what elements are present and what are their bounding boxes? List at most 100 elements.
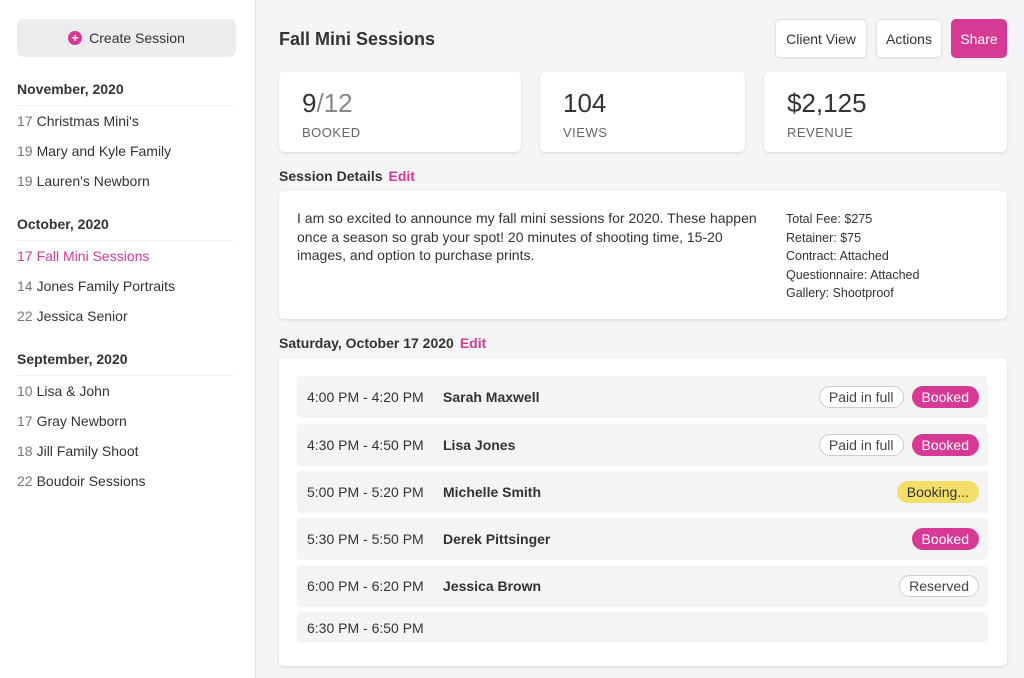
stat-label: REVENUE	[787, 125, 854, 140]
share-button[interactable]: Share	[951, 19, 1007, 58]
fact: Retainer: $75	[786, 230, 862, 245]
slot-time: 4:00 PM - 4:20 PM	[307, 389, 424, 405]
slot-row[interactable]: 5:00 PM - 5:20 PM Michelle Smith Booking..…	[297, 471, 988, 513]
status-badge: Reserved	[899, 575, 979, 597]
session-item[interactable]: 19 Mary and Kyle Family	[17, 142, 233, 172]
stat-value: 104	[563, 88, 607, 118]
session-group: September, 2020 10 Lisa & John 17 Gray Newbo…	[17, 350, 233, 502]
session-day: 17	[17, 413, 33, 429]
badges: Paid in full Booked	[818, 386, 988, 408]
sidebar: + Create Session November, 2020 17 Christma…	[0, 0, 256, 678]
slot-row[interactable]: 6:30 PM - 6:50 PM	[297, 612, 988, 643]
stat-card: $2,125 REVENUE	[764, 72, 1007, 152]
actions-button[interactable]: Actions	[876, 19, 942, 58]
session-day: 19	[17, 143, 33, 159]
session-name: Fall Mini Sessions	[36, 248, 150, 264]
stat-card: 104 VIEWS	[540, 72, 745, 152]
fact: Questionnaire: Attached	[786, 267, 920, 282]
session-item[interactable]: 17 Gray Newborn	[17, 412, 233, 442]
badges: Reserved	[899, 575, 988, 597]
badges: Booked	[911, 528, 988, 550]
edit-link[interactable]: Edit	[459, 335, 487, 351]
status-badge: Paid in full	[818, 386, 904, 408]
description: I am so excited to announce my fall mini…	[297, 210, 757, 263]
session-day: 18	[17, 443, 33, 459]
create-label: Create Session	[89, 30, 185, 46]
stat-value: $2,125	[787, 88, 867, 118]
client-view-button[interactable]: Client View	[775, 19, 867, 58]
stat-label: VIEWS	[563, 125, 608, 140]
schedule-card: 4:00 PM - 4:20 PM Sarah Maxwell Paid in fu…	[279, 358, 1007, 666]
slot-time: 6:00 PM - 6:20 PM	[307, 578, 424, 594]
session-group: November, 2020 17 Christmas Mini's 19 Mary a…	[17, 80, 233, 202]
session-item[interactable]: 19 Lauren's Newborn	[17, 172, 233, 202]
session-day: 17	[17, 248, 33, 264]
stat-value: 9/12	[302, 88, 353, 119]
stat-card: 9/12 BOOKED	[279, 72, 521, 152]
status-badge: Booked	[911, 528, 979, 550]
group-title: November, 2020	[17, 80, 233, 106]
create-session-button[interactable]: + Create Session	[17, 19, 236, 57]
details-heading: Session Details Edit	[279, 168, 415, 184]
details-card: I am so excited to announce my fall mini…	[279, 191, 1007, 319]
stat-label: BOOKED	[302, 125, 361, 140]
session-item[interactable]: 22 Boudoir Sessions	[17, 472, 233, 502]
session-day: 22	[17, 473, 33, 489]
session-item[interactable]: 17 Fall Mini Sessions	[17, 247, 233, 277]
session-name: Mary and Kyle Family	[36, 143, 172, 159]
session-item[interactable]: 17 Christmas Mini's	[17, 112, 233, 142]
session-name: Christmas Mini's	[36, 113, 139, 129]
slot-row[interactable]: 5:30 PM - 5:50 PM Derek Pittsinger Booked	[297, 518, 988, 560]
client-name: Sarah Maxwell	[443, 389, 540, 405]
session-name: Lauren's Newborn	[36, 173, 150, 189]
status-badge: Booked	[911, 434, 979, 456]
session-name: Boudoir Sessions	[36, 473, 146, 489]
heading-text: Session Details	[279, 168, 383, 184]
session-day: 19	[17, 173, 33, 189]
session-item[interactable]: 18 Jill Family Shoot	[17, 442, 233, 472]
edit-link[interactable]: Edit	[388, 168, 415, 184]
total-count: /12	[316, 88, 353, 118]
session-name: Lisa & John	[36, 383, 110, 399]
facts: Total Fee: $275 Retainer: $75 Contract: At…	[786, 210, 919, 303]
session-title: Fall Mini Sessions	[279, 29, 436, 49]
fact: Total Fee: $275	[786, 212, 873, 226]
client-name: Jessica Brown	[443, 578, 542, 594]
slot-time: 5:30 PM - 5:50 PM	[307, 531, 424, 547]
badges: Paid in full Booked	[818, 434, 988, 456]
plus-icon: +	[68, 31, 83, 45]
badges: Booking...	[896, 481, 988, 503]
slot-row[interactable]: 4:30 PM - 4:50 PM Lisa Jones Paid in full B…	[297, 424, 988, 466]
session-item[interactable]: 10 Lisa & John	[17, 382, 233, 412]
schedule-heading: Saturday, October 17 2020 Edit	[279, 335, 486, 351]
booked-count: 9	[302, 88, 317, 118]
fact: Contract: Attached	[786, 249, 889, 263]
client-name: Lisa Jones	[443, 437, 516, 453]
client-name: Michelle Smith	[443, 484, 542, 500]
session-day: 10	[17, 383, 33, 399]
session-day: 17	[17, 113, 33, 129]
slot-row[interactable]: 6:00 PM - 6:20 PM Jessica Brown Reserved	[297, 565, 988, 607]
fact: Gallery: Shootproof	[786, 286, 894, 300]
group-title: September, 2020	[17, 350, 233, 376]
session-name: Gray Newborn	[36, 413, 127, 429]
heading-text: Saturday, October 17 2020	[279, 335, 454, 351]
status-badge: Paid in full	[818, 434, 904, 456]
status-badge: Booked	[911, 386, 979, 408]
slot-time: 6:30 PM - 6:50 PM	[307, 619, 424, 636]
session-name: Jessica Senior	[36, 308, 128, 324]
slot-row[interactable]: 4:00 PM - 4:20 PM Sarah Maxwell Paid in fu…	[297, 376, 988, 418]
session-day: 14	[17, 278, 33, 294]
session-name: Jill Family Shoot	[36, 443, 139, 459]
slot-time: 4:30 PM - 4:50 PM	[307, 437, 424, 453]
client-name: Derek Pittsinger	[443, 531, 551, 547]
session-name: Jones Family Portraits	[36, 278, 176, 294]
slot-time: 5:00 PM - 5:20 PM	[307, 484, 424, 500]
group-title: October, 2020	[17, 215, 233, 241]
session-item[interactable]: 22 Jessica Senior	[17, 307, 233, 337]
session-item[interactable]: 14 Jones Family Portraits	[17, 277, 233, 307]
status-badge: Booking...	[896, 481, 979, 503]
session-group: October, 2020 17 Fall Mini Sessions 14 Jones…	[17, 215, 233, 337]
session-day: 22	[17, 308, 33, 324]
